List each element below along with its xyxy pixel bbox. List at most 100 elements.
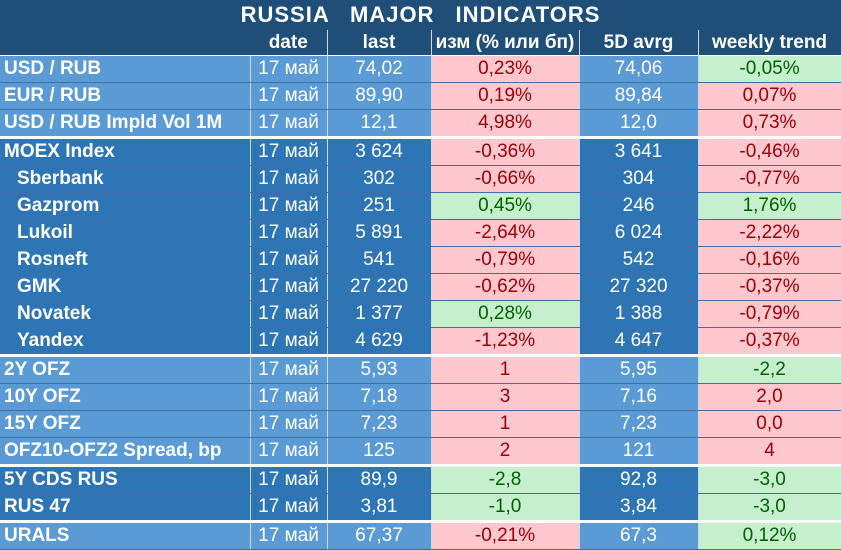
date-cell: 17 май <box>250 520 328 550</box>
table-row: EUR / RUB 17 май 89,90 0,19% 89,84 0,07% <box>0 82 841 110</box>
last-value-cell: 12,1 <box>327 109 432 138</box>
table-row: Rosneft 17 май 541 -0,79% 542 -0,16% <box>0 246 841 274</box>
last-value-cell: 74,02 <box>327 55 432 83</box>
date-cell: 17 май <box>250 55 328 83</box>
five-day-avg-cell: 1 388 <box>579 300 699 328</box>
five-day-avg-cell: 92,8 <box>579 464 699 494</box>
weekly-trend-cell: 0,0 <box>698 410 841 438</box>
date-cell: 17 май <box>250 219 328 247</box>
indicator-name: Sberbank <box>0 165 251 193</box>
date-cell: 17 май <box>250 300 328 328</box>
five-day-avg-cell: 74,06 <box>579 55 699 83</box>
weekly-trend-cell: -0,37% <box>698 327 841 356</box>
five-day-avg-cell: 246 <box>579 192 699 220</box>
change-cell: -2,8 <box>431 464 580 494</box>
five-day-avg-cell: 3,84 <box>579 493 699 522</box>
five-day-avg-cell: 7,16 <box>579 383 699 411</box>
change-cell: -0,36% <box>431 136 580 166</box>
five-day-avg-cell: 4 647 <box>579 327 699 356</box>
change-cell: 1 <box>431 410 580 438</box>
last-value-cell: 3,81 <box>327 493 432 522</box>
five-day-avg-cell: 6 024 <box>579 219 699 247</box>
last-value-cell: 3 624 <box>327 136 432 166</box>
indicator-name: RUS 47 <box>0 493 251 522</box>
change-cell: 0,45% <box>431 192 580 220</box>
date-cell: 17 май <box>250 464 328 494</box>
date-cell: 17 май <box>250 109 328 138</box>
change-cell: 4,98% <box>431 109 580 138</box>
date-cell: 17 май <box>250 327 328 356</box>
weekly-trend-cell: -0,46% <box>698 136 841 166</box>
date-cell: 17 май <box>250 410 328 438</box>
table-row: USD / RUB Impld Vol 1M 17 май 12,1 4,98% 12,… <box>0 109 841 138</box>
last-value-cell: 541 <box>327 246 432 274</box>
five-day-avg-cell: 542 <box>579 246 699 274</box>
date-cell: 17 май <box>250 437 328 466</box>
table-row: Sberbank 17 май 302 -0,66% 304 -0,77% <box>0 165 841 193</box>
table-row: Gazprom 17 май 251 0,45% 246 1,76% <box>0 192 841 220</box>
indicator-name: 15Y OFZ <box>0 410 251 438</box>
indicator-name: 2Y OFZ <box>0 354 251 384</box>
weekly-trend-cell: -0,77% <box>698 165 841 193</box>
weekly-trend-cell: -0,37% <box>698 273 841 301</box>
five-day-avg-cell: 121 <box>579 437 699 466</box>
change-cell: 0,23% <box>431 55 580 83</box>
change-cell: 3 <box>431 383 580 411</box>
five-day-avg-cell: 5,95 <box>579 354 699 384</box>
last-value-cell: 302 <box>327 165 432 193</box>
weekly-trend-cell: -0,05% <box>698 55 841 83</box>
table-row: URALS 17 май 67,37 -0,21% 67,3 0,12% <box>0 520 841 550</box>
weekly-trend-cell: -2,2 <box>698 354 841 384</box>
date-cell: 17 май <box>250 246 328 274</box>
date-cell: 17 май <box>250 192 328 220</box>
change-cell: -1,23% <box>431 327 580 356</box>
date-cell: 17 май <box>250 383 328 411</box>
indicator-name: 10Y OFZ <box>0 383 251 411</box>
change-cell: -2,64% <box>431 219 580 247</box>
indicators-table: date last изм (% или бп) 5D avrg weekly … <box>0 30 841 550</box>
table-row: 5Y CDS RUS 17 май 89,9 -2,8 92,8 -3,0 <box>0 464 841 494</box>
last-value-cell: 89,90 <box>327 82 432 110</box>
weekly-trend-cell: -3,0 <box>698 493 841 522</box>
weekly-trend-cell: -0,16% <box>698 246 841 274</box>
weekly-trend-cell: 0,12% <box>698 520 841 550</box>
change-cell: -1,0 <box>431 493 580 522</box>
indicator-name: Gazprom <box>0 192 251 220</box>
table-row: Novatek 17 май 1 377 0,28% 1 388 -0,79% <box>0 300 841 328</box>
indicator-name: USD / RUB Impld Vol 1M <box>0 109 251 138</box>
weekly-trend-cell: 2,0 <box>698 383 841 411</box>
five-day-avg-cell: 304 <box>579 165 699 193</box>
five-day-avg-cell: 67,3 <box>579 520 699 550</box>
table-row: MOEX Index 17 май 3 624 -0,36% 3 641 -0,46% <box>0 136 841 166</box>
indicator-name: OFZ10-OFZ2 Spread, bp <box>0 437 251 466</box>
change-cell: -0,21% <box>431 520 580 550</box>
last-value-cell: 67,37 <box>327 520 432 550</box>
table-row: RUS 47 17 май 3,81 -1,0 3,84 -3,0 <box>0 493 841 522</box>
weekly-trend-cell: 0,73% <box>698 109 841 138</box>
last-value-cell: 5 891 <box>327 219 432 247</box>
date-cell: 17 май <box>250 136 328 166</box>
header-weekly-trend: weekly trend <box>698 30 841 56</box>
indicator-name: EUR / RUB <box>0 82 251 110</box>
five-day-avg-cell: 3 641 <box>579 136 699 166</box>
indicator-name: MOEX Index <box>0 136 251 166</box>
indicator-name: 5Y CDS RUS <box>0 464 251 494</box>
indicator-name: GMK <box>0 273 251 301</box>
change-cell: 0,19% <box>431 82 580 110</box>
change-cell: -0,66% <box>431 165 580 193</box>
last-value-cell: 7,18 <box>327 383 432 411</box>
date-cell: 17 май <box>250 493 328 522</box>
last-value-cell: 27 220 <box>327 273 432 301</box>
five-day-avg-cell: 7,23 <box>579 410 699 438</box>
header-last: last <box>327 30 432 56</box>
last-value-cell: 89,9 <box>327 464 432 494</box>
indicator-name: USD / RUB <box>0 55 251 83</box>
table-row: 2Y OFZ 17 май 5,93 1 5,95 -2,2 <box>0 354 841 384</box>
table-row: GMK 17 май 27 220 -0,62% 27 320 -0,37% <box>0 273 841 301</box>
header-row: date last изм (% или бп) 5D avrg weekly … <box>0 30 841 56</box>
five-day-avg-cell: 27 320 <box>579 273 699 301</box>
last-value-cell: 5,93 <box>327 354 432 384</box>
indicator-name: Lukoil <box>0 219 251 247</box>
weekly-trend-cell: -3,0 <box>698 464 841 494</box>
table-row: OFZ10-OFZ2 Spread, bp 17 май 125 2 121 4 <box>0 437 841 466</box>
